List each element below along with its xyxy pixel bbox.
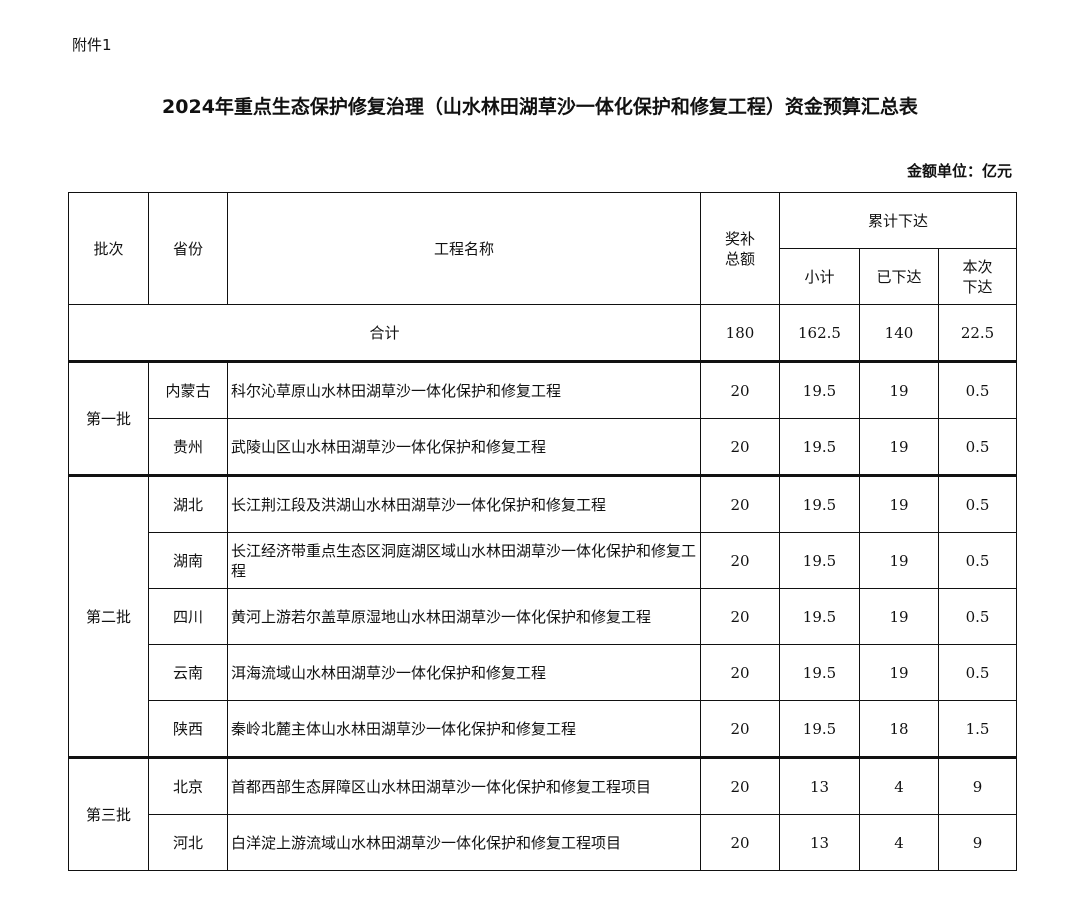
current: 0.5 (937, 474, 1018, 533)
province: 贵州 (148, 418, 228, 476)
table-row: 第一批 内蒙古 科尔沁草原山水林田湖草沙一体化保护和修复工程 20 19.5 1… (68, 360, 1018, 476)
current: 0.5 (937, 418, 1018, 476)
header-project: 工程名称 (227, 192, 701, 305)
total-amount: 20 (700, 474, 780, 533)
total-subtotal: 162.5 (779, 304, 860, 362)
issued: 4 (859, 756, 939, 815)
subtotal: 13 (779, 814, 860, 871)
batch-label: 第二批 (68, 474, 149, 758)
province: 北京 (148, 756, 228, 815)
project-name: 黄河上游若尔盖草原湿地山水林田湖草沙一体化保护和修复工程 (227, 588, 701, 645)
subtotal: 19.5 (779, 644, 860, 701)
table-row: 第三批 北京 首都西部生态屏障区山水林田湖草沙一体化保护和修复工程项目 20 1… (68, 756, 1018, 871)
batch-label: 第三批 (68, 756, 149, 871)
project-name: 洱海流域山水林田湖草沙一体化保护和修复工程 (227, 644, 701, 701)
province: 内蒙古 (148, 360, 228, 419)
current: 9 (937, 814, 1018, 871)
total-amount: 20 (700, 532, 780, 589)
issued: 19 (859, 588, 939, 645)
subtotal: 19.5 (779, 474, 860, 533)
table-row: 贵州 武陵山区山水林田湖草沙一体化保护和修复工程 20 19.5 19 0.5 (69, 418, 1018, 476)
subtotal: 19.5 (779, 700, 860, 758)
current: 0.5 (937, 644, 1018, 701)
project-name: 长江经济带重点生态区洞庭湖区域山水林田湖草沙一体化保护和修复工程 (227, 532, 701, 589)
total-row: 合计 180 162.5 140 22.5 (68, 304, 1018, 362)
table-row: 陕西 秦岭北麓主体山水林田湖草沙一体化保护和修复工程 20 19.5 18 1.… (69, 700, 1018, 758)
current: 1.5 (937, 700, 1018, 758)
table-row: 第二批 湖北 长江荆江段及洪湖山水林田湖草沙一体化保护和修复工程 20 19.5… (68, 474, 1018, 758)
unit-label: 金额单位：亿元 (906, 162, 1012, 180)
budget-table: 批次 省份 工程名称 奖补总额 累计下达 小计 已下达 本次下达 合计 180 … (68, 192, 1018, 871)
table-row: 四川 黄河上游若尔盖草原湿地山水林田湖草沙一体化保护和修复工程 20 19.5 … (69, 588, 1018, 645)
province: 陕西 (148, 700, 228, 758)
header-province: 省份 (148, 192, 228, 305)
project-name: 秦岭北麓主体山水林田湖草沙一体化保护和修复工程 (227, 700, 701, 758)
header-batch: 批次 (68, 192, 149, 305)
issued: 19 (859, 418, 939, 476)
total-amount: 20 (700, 360, 780, 419)
attachment-label: 附件1 (72, 36, 112, 54)
issued: 19 (859, 644, 939, 701)
total-label: 合计 (68, 304, 701, 362)
total-amount: 20 (700, 756, 780, 815)
header-total: 奖补总额 (700, 192, 780, 305)
province: 湖北 (148, 474, 228, 533)
header-issued: 已下达 (859, 248, 939, 305)
header-current: 本次下达 (937, 248, 1018, 305)
current: 0.5 (937, 360, 1018, 419)
current: 0.5 (937, 588, 1018, 645)
table-row: 河北 白洋淀上游流域山水林田湖草沙一体化保护和修复工程项目 20 13 4 9 (69, 814, 1018, 871)
document-title: 2024年重点生态保护修复治理（山水林田湖草沙一体化保护和修复工程）资金预算汇总… (162, 96, 918, 118)
total-amount: 20 (700, 700, 780, 758)
subtotal: 19.5 (779, 532, 860, 589)
header-row: 批次 省份 工程名称 奖补总额 累计下达 (68, 192, 1018, 305)
batch-label: 第一批 (68, 360, 149, 476)
issued: 18 (859, 700, 939, 758)
issued: 19 (859, 532, 939, 589)
province: 河北 (148, 814, 228, 871)
subheader-row: 小计 已下达 本次下达 (69, 248, 1018, 305)
province: 湖南 (148, 532, 228, 589)
total-current: 22.5 (937, 304, 1018, 362)
current: 0.5 (937, 532, 1018, 589)
table-row: 云南 洱海流域山水林田湖草沙一体化保护和修复工程 20 19.5 19 0.5 (69, 644, 1018, 701)
project-name: 科尔沁草原山水林田湖草沙一体化保护和修复工程 (227, 360, 701, 419)
project-name: 首都西部生态屏障区山水林田湖草沙一体化保护和修复工程项目 (227, 756, 701, 815)
total-amount: 20 (700, 418, 780, 476)
total-issued: 140 (859, 304, 939, 362)
subtotal: 19.5 (779, 418, 860, 476)
total-amount: 20 (700, 644, 780, 701)
subtotal: 19.5 (779, 588, 860, 645)
project-name: 武陵山区山水林田湖草沙一体化保护和修复工程 (227, 418, 701, 476)
header-subtotal: 小计 (779, 248, 860, 305)
table-row: 湖南 长江经济带重点生态区洞庭湖区域山水林田湖草沙一体化保护和修复工程 20 1… (69, 532, 1018, 589)
province: 四川 (148, 588, 228, 645)
project-name: 白洋淀上游流域山水林田湖草沙一体化保护和修复工程项目 (227, 814, 701, 871)
issued: 19 (859, 360, 939, 419)
header-cumulative: 累计下达 (778, 192, 1018, 249)
subtotal: 19.5 (779, 360, 860, 419)
total-amount: 20 (700, 814, 780, 871)
issued: 4 (859, 814, 939, 871)
province: 云南 (148, 644, 228, 701)
project-name: 长江荆江段及洪湖山水林田湖草沙一体化保护和修复工程 (227, 474, 701, 533)
subtotal: 13 (779, 756, 860, 815)
total-amount: 180 (700, 304, 780, 362)
current: 9 (937, 756, 1018, 815)
total-amount: 20 (700, 588, 780, 645)
issued: 19 (859, 474, 939, 533)
